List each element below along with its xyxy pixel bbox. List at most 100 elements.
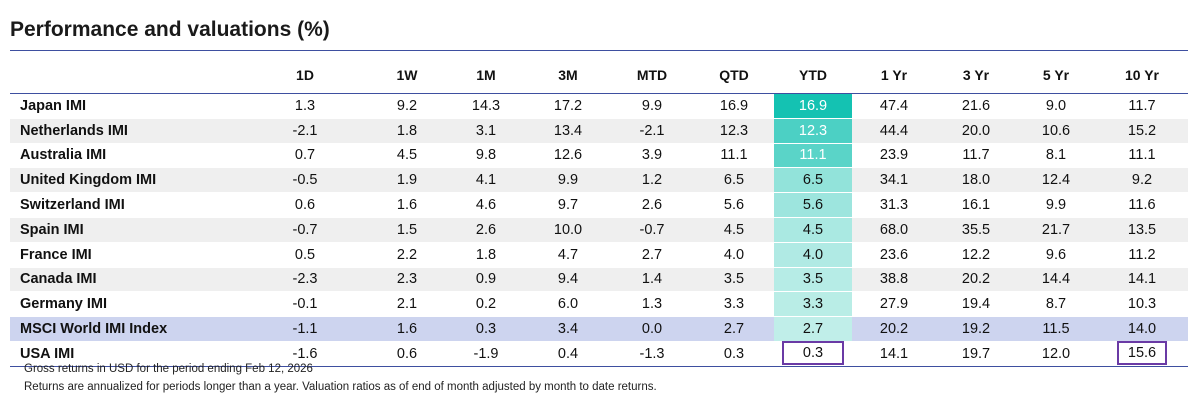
cell-5-yr: 8.1 <box>1016 143 1096 169</box>
row-label: Germany IMI <box>10 291 242 318</box>
cell-3-yr: 18.0 <box>936 167 1016 194</box>
cell-5-yr: 8.7 <box>1016 291 1096 318</box>
cell-qtd: 4.0 <box>694 242 774 268</box>
footnote-period: Gross returns in USD for the period endi… <box>24 363 313 375</box>
cell-1-yr: 44.4 <box>852 118 936 144</box>
cell-5-yr: 12.4 <box>1016 167 1096 194</box>
column-header-mtd: MTD <box>610 56 694 94</box>
cell-1-yr: 27.9 <box>852 291 936 318</box>
cell-1m: 2.6 <box>446 217 526 243</box>
cell-ytd: 16.9 <box>774 93 852 119</box>
cell-10-yr: 11.1 <box>1096 143 1188 169</box>
highlight-box: 15.6 <box>1117 340 1167 365</box>
cell-qtd: 0.3 <box>694 341 774 367</box>
cell-5-yr: 14.4 <box>1016 267 1096 293</box>
column-header-3-yr: 3 Yr <box>936 56 1016 94</box>
row-label: Canada IMI <box>10 267 242 293</box>
table-row: Australia IMI 0.7 4.5 9.8 12.6 3.9 11.1 11.1 23.… <box>10 143 1188 169</box>
cell-1m: 4.6 <box>446 192 526 218</box>
cell-10-yr: 11.6 <box>1096 192 1188 218</box>
cell-3m: 9.4 <box>526 267 610 293</box>
cell-3m: 9.9 <box>526 167 610 194</box>
cell-10-yr: 13.5 <box>1096 217 1188 243</box>
table-header-row: 1D 1W 1M 3M MTD QTD YTD 1 Yr 3 Yr 5 Yr 10 Yr <box>10 56 1188 94</box>
chart-title: Performance and valuations (%) <box>10 18 330 41</box>
cell-1-yr: 31.3 <box>852 192 936 218</box>
cell-1w: 4.5 <box>368 143 446 169</box>
cell-3-yr: 12.2 <box>936 242 1016 268</box>
column-header-5-yr: 5 Yr <box>1016 56 1096 94</box>
cell-10-yr: 14.0 <box>1096 316 1188 342</box>
table-row: Canada IMI -2.3 2.3 0.9 9.4 1.4 3.5 3.5 38.8 20.2… <box>10 267 1188 293</box>
row-label: Netherlands IMI <box>10 118 242 144</box>
cell-1d: 0.5 <box>242 242 368 268</box>
cell-1-yr: 68.0 <box>852 217 936 243</box>
cell-ytd: 11.1 <box>774 143 852 169</box>
cell-1w: 2.3 <box>368 267 446 293</box>
cell-mtd: -0.7 <box>610 217 694 243</box>
footnote-annualized: Returns are annualized for periods longe… <box>24 381 657 393</box>
performance-table: 1D 1W 1M 3M MTD QTD YTD 1 Yr 3 Yr 5 Yr 10 Yr Japan… <box>10 56 1188 367</box>
cell-qtd: 6.5 <box>694 167 774 194</box>
cell-1-yr: 23.6 <box>852 242 936 268</box>
cell-1-yr: 47.4 <box>852 93 936 119</box>
cell-1m: 0.2 <box>446 291 526 318</box>
cell-ytd: 6.5 <box>774 167 852 194</box>
title-divider <box>10 50 1188 51</box>
cell-3-yr: 11.7 <box>936 143 1016 169</box>
table-row: France IMI 0.5 2.2 1.8 4.7 2.7 4.0 4.0 23.6 12.2 9… <box>10 242 1188 268</box>
cell-mtd: 1.2 <box>610 167 694 194</box>
cell-1d: 0.7 <box>242 143 368 169</box>
cell-3m: 3.4 <box>526 316 610 342</box>
cell-1w: 1.6 <box>368 316 446 342</box>
column-header-qtd: QTD <box>694 56 774 94</box>
cell-10-yr: 14.1 <box>1096 267 1188 293</box>
column-header-3m: 3M <box>526 56 610 94</box>
cell-1d: 1.3 <box>242 93 368 119</box>
cell-1m: 1.8 <box>446 242 526 268</box>
cell-1w: 0.6 <box>368 341 446 367</box>
cell-1w: 1.5 <box>368 217 446 243</box>
cell-1-yr: 23.9 <box>852 143 936 169</box>
cell-1m: 3.1 <box>446 118 526 144</box>
cell-3m: 10.0 <box>526 217 610 243</box>
cell-1d: -0.5 <box>242 167 368 194</box>
cell-ytd: 2.7 <box>774 316 852 342</box>
table-row: Japan IMI 1.3 9.2 14.3 17.2 9.9 16.9 16.9 47.4 21… <box>10 93 1188 119</box>
cell-3m: 0.4 <box>526 341 610 367</box>
cell-3-yr: 20.2 <box>936 267 1016 293</box>
cell-1-yr: 20.2 <box>852 316 936 342</box>
cell-10-yr: 9.2 <box>1096 167 1188 194</box>
cell-1-yr: 34.1 <box>852 167 936 194</box>
row-label: MSCI World IMI Index <box>10 316 242 342</box>
column-header-1w: 1W <box>368 56 446 94</box>
cell-1-yr: 14.1 <box>852 341 936 367</box>
cell-1d: -2.1 <box>242 118 368 144</box>
cell-mtd: 9.9 <box>610 93 694 119</box>
column-header-10-yr: 10 Yr <box>1096 56 1188 94</box>
table-row: Netherlands IMI -2.1 1.8 3.1 13.4 -2.1 12.3 12.… <box>10 118 1188 144</box>
cell-mtd: 1.3 <box>610 291 694 318</box>
column-header-1m: 1M <box>446 56 526 94</box>
cell-3m: 12.6 <box>526 143 610 169</box>
cell-1d: -2.3 <box>242 267 368 293</box>
cell-ytd: 4.0 <box>774 242 852 268</box>
cell-3-yr: 20.0 <box>936 118 1016 144</box>
cell-1d: -0.1 <box>242 291 368 318</box>
cell-qtd: 3.5 <box>694 267 774 293</box>
cell-3-yr: 35.5 <box>936 217 1016 243</box>
cell-5-yr: 9.6 <box>1016 242 1096 268</box>
cell-1d: -1.6 <box>242 341 368 367</box>
cell-5-yr: 9.9 <box>1016 192 1096 218</box>
cell-mtd: 1.4 <box>610 267 694 293</box>
cell-1w: 9.2 <box>368 93 446 119</box>
cell-1d: 0.6 <box>242 192 368 218</box>
column-header-name <box>10 56 242 94</box>
cell-3m: 4.7 <box>526 242 610 268</box>
cell-ytd: 0.3 <box>774 340 852 367</box>
cell-mtd: -1.3 <box>610 341 694 367</box>
cell-5-yr: 12.0 <box>1016 341 1096 367</box>
cell-1w: 2.1 <box>368 291 446 318</box>
cell-1m: 0.9 <box>446 267 526 293</box>
row-label: Spain IMI <box>10 217 242 243</box>
